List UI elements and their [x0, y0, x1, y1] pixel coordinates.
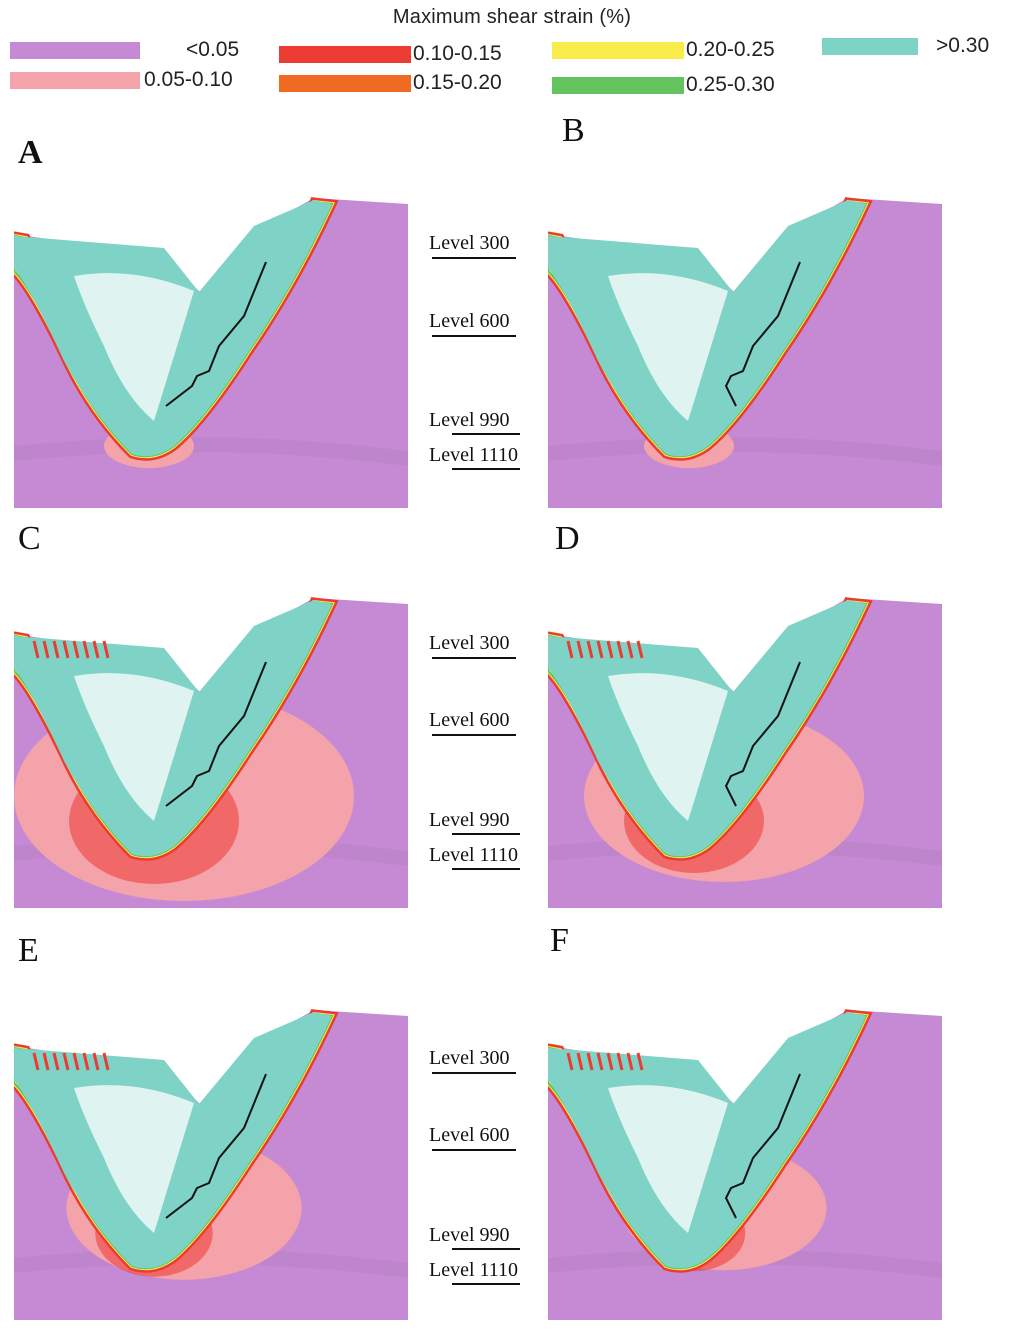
panel-c-strain-map — [14, 597, 408, 908]
level-underline-600 — [432, 1149, 516, 1151]
surface-crack — [52, 640, 60, 659]
surface-crack — [576, 1052, 584, 1071]
panel-b-strain-map — [548, 197, 942, 508]
level-underline-1110 — [452, 868, 520, 870]
surface-crack — [82, 640, 90, 659]
surface-crack — [636, 640, 644, 659]
surface-crack — [82, 1052, 90, 1071]
legend-label-gt030: >0.30 — [936, 34, 990, 57]
level-underline-600 — [432, 335, 516, 337]
surface-crack — [606, 640, 614, 659]
legend-swatch-025-030 — [552, 77, 684, 94]
legend-label-lt005: <0.05 — [186, 38, 240, 61]
level-label-300: Level 300 — [429, 1047, 510, 1069]
fault-line — [724, 1073, 801, 1219]
surface-crack — [566, 1052, 574, 1071]
legend-label-015-020: 0.15-0.20 — [413, 71, 502, 94]
level-underline-1110 — [452, 468, 520, 470]
surface-crack — [102, 640, 110, 659]
panel-letter-d: D — [555, 520, 580, 557]
legend-swatch-005-010 — [10, 72, 140, 89]
surface-crack — [92, 640, 100, 659]
level-underline-600 — [432, 734, 516, 736]
level-label-600: Level 600 — [429, 1124, 510, 1146]
level-underline-990 — [452, 833, 520, 835]
fault-line — [165, 1073, 267, 1219]
surface-crack — [72, 1052, 80, 1071]
legend-title: Maximum shear strain (%) — [392, 6, 632, 28]
surface-crack — [626, 640, 634, 659]
fractured-zone — [608, 1085, 728, 1233]
fractured-zone — [74, 273, 194, 421]
surface-crack — [586, 640, 594, 659]
level-label-1110: Level 1110 — [429, 1259, 519, 1281]
panel-d-strain-map — [548, 597, 942, 908]
level-underline-300 — [432, 1072, 516, 1074]
legend-swatch-lt005 — [10, 42, 140, 59]
legend-label-020-025: 0.20-0.25 — [686, 38, 775, 61]
level-underline-300 — [432, 257, 516, 259]
surface-crack — [62, 640, 70, 659]
surface-crack — [92, 1052, 100, 1071]
panel-letter-e: E — [18, 932, 39, 969]
fault-line — [165, 261, 267, 407]
panel-letter-c: C — [18, 520, 41, 557]
surface-crack — [72, 640, 80, 659]
legend-swatch-020-025 — [552, 42, 684, 59]
panel-f-strain-map — [548, 1009, 942, 1320]
level-underline-990 — [452, 1248, 520, 1250]
legend-label-005-010: 0.05-0.10 — [144, 68, 233, 91]
fractured-zone — [74, 673, 194, 821]
level-label-1110: Level 1110 — [429, 444, 519, 466]
level-label-990: Level 990 — [429, 809, 510, 831]
legend-label-010-015: 0.10-0.15 — [413, 42, 502, 65]
surface-crack — [586, 1052, 594, 1071]
surface-crack — [596, 1052, 604, 1071]
surface-crack — [62, 1052, 70, 1071]
legend-swatch-015-020 — [279, 75, 411, 92]
surface-crack — [616, 640, 624, 659]
surface-crack — [102, 1052, 110, 1071]
fault-line — [165, 661, 267, 807]
surface-crack — [576, 640, 584, 659]
surface-crack — [596, 640, 604, 659]
legend-label-025-030: 0.25-0.30 — [686, 73, 775, 96]
fractured-zone — [608, 673, 728, 821]
panel-letter-f: F — [550, 922, 569, 959]
legend-swatch-010-015 — [279, 46, 411, 63]
surface-crack — [606, 1052, 614, 1071]
level-label-990: Level 990 — [429, 409, 510, 431]
level-label-990: Level 990 — [429, 1224, 510, 1246]
panel-a-strain-map — [14, 197, 408, 508]
level-label-600: Level 600 — [429, 709, 510, 731]
level-underline-990 — [452, 433, 520, 435]
fractured-zone — [74, 1085, 194, 1233]
surface-crack — [52, 1052, 60, 1071]
surface-crack — [616, 1052, 624, 1071]
surface-crack — [626, 1052, 634, 1071]
panel-e-strain-map — [14, 1009, 408, 1320]
level-label-300: Level 300 — [429, 232, 510, 254]
surface-crack — [42, 640, 50, 659]
surface-crack — [42, 1052, 50, 1071]
panel-letter-b: B — [562, 112, 585, 149]
level-label-600: Level 600 — [429, 310, 510, 332]
surface-crack — [32, 1052, 40, 1071]
fault-line — [724, 661, 801, 807]
surface-crack — [566, 640, 574, 659]
panel-letter-a: A — [18, 134, 43, 171]
legend-swatch-gt030 — [822, 38, 918, 55]
fractured-zone — [608, 273, 728, 421]
level-label-1110: Level 1110 — [429, 844, 519, 866]
level-label-300: Level 300 — [429, 632, 510, 654]
level-underline-1110 — [452, 1283, 520, 1285]
surface-crack — [636, 1052, 644, 1071]
level-underline-300 — [432, 657, 516, 659]
surface-crack — [32, 640, 40, 659]
fault-line — [724, 261, 801, 407]
